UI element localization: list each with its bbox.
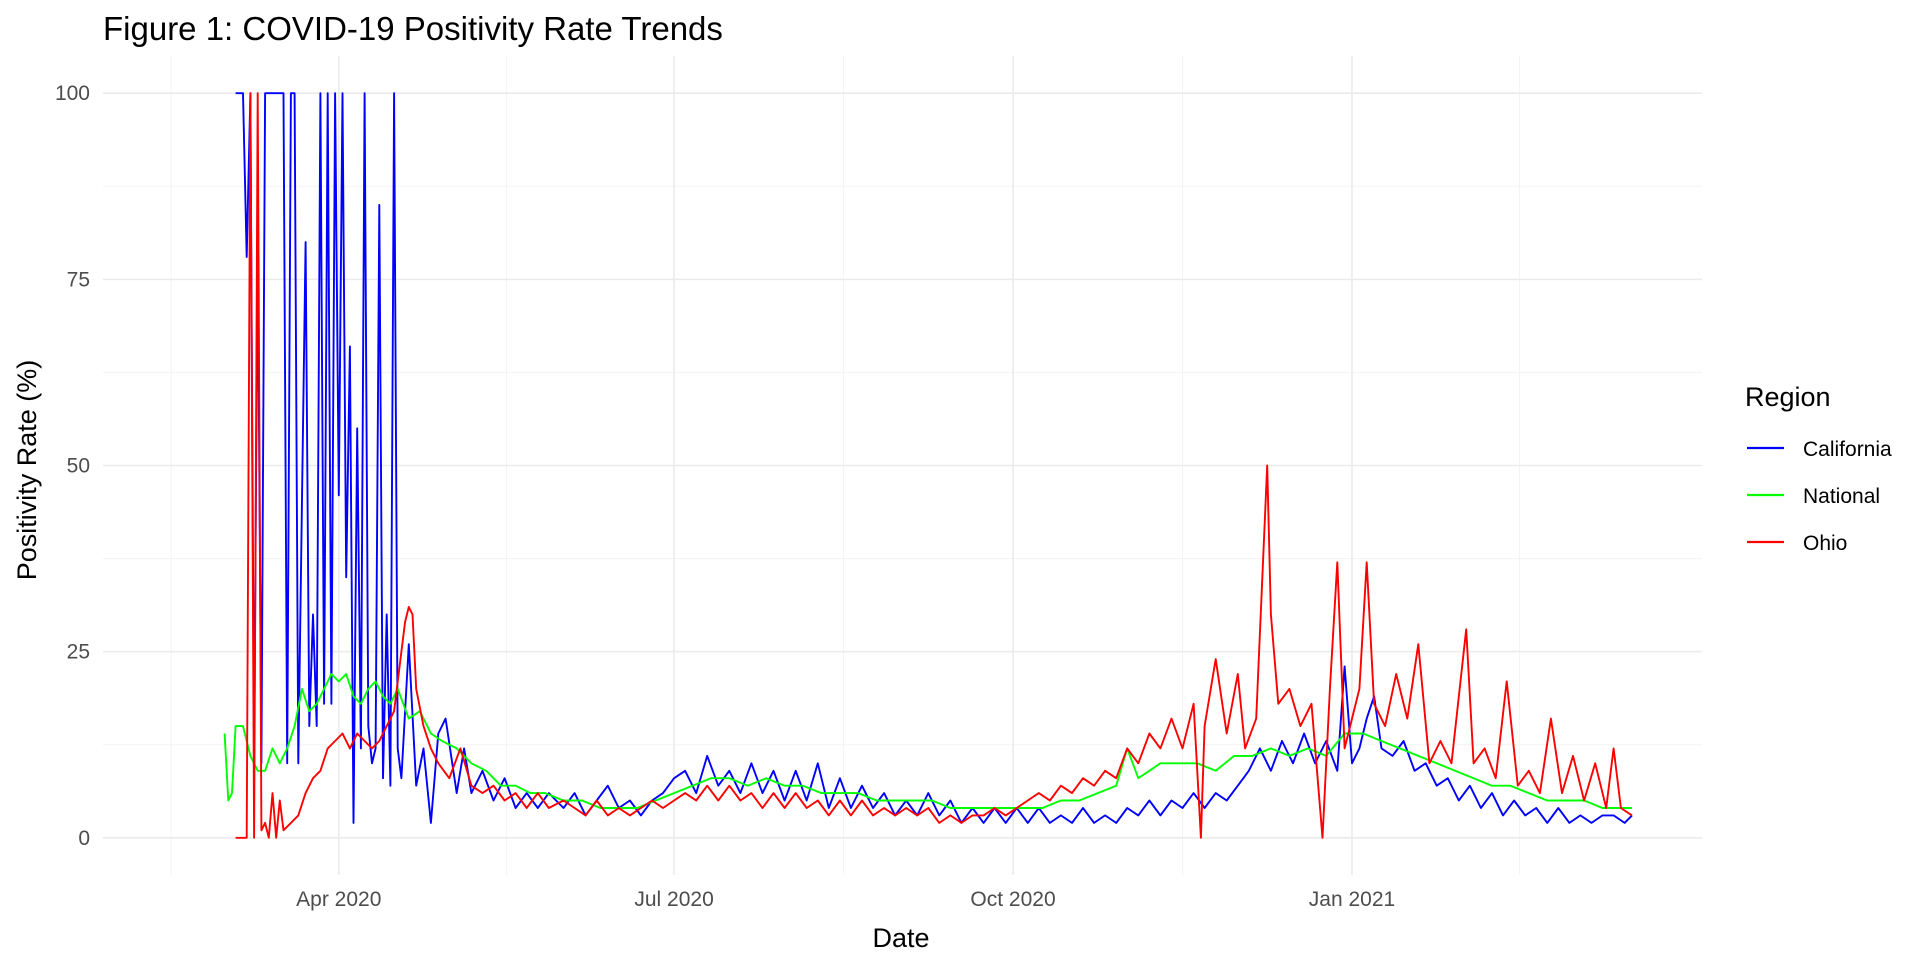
y-tick-label: 100 [55, 82, 90, 105]
y-tick-label: 75 [67, 268, 90, 291]
x-tick-label: Oct 2020 [970, 888, 1055, 911]
series-line-california [235, 92, 1633, 824]
y-tick-label: 50 [67, 455, 90, 478]
legend-label-california: California [1803, 438, 1892, 461]
legend-title: Region [1745, 382, 1831, 412]
x-tick-label: Jan 2021 [1309, 888, 1395, 911]
y-axis-ticks: 0 25 50 75 100 [55, 82, 90, 850]
chart-title: Figure 1: COVID-19 Positivity Rate Trend… [103, 10, 723, 47]
grid [103, 56, 1702, 875]
series-lines [223, 92, 1633, 839]
y-tick-label: 25 [67, 641, 90, 664]
series-line-ohio [235, 92, 1633, 839]
x-axis-title: Date [872, 923, 929, 953]
legend-label-ohio: Ohio [1803, 532, 1847, 555]
legend-label-national: National [1803, 485, 1880, 508]
y-tick-label: 0 [78, 827, 90, 850]
x-tick-label: Apr 2020 [296, 888, 381, 911]
series-line-national [223, 673, 1632, 809]
x-axis-ticks: Apr 2020 Jul 2020 Oct 2020 Jan 2021 [296, 888, 1395, 911]
legend: Region California National Ohio [1745, 382, 1892, 555]
x-tick-label: Jul 2020 [634, 888, 713, 911]
y-axis-title: Positivity Rate (%) [12, 360, 42, 581]
